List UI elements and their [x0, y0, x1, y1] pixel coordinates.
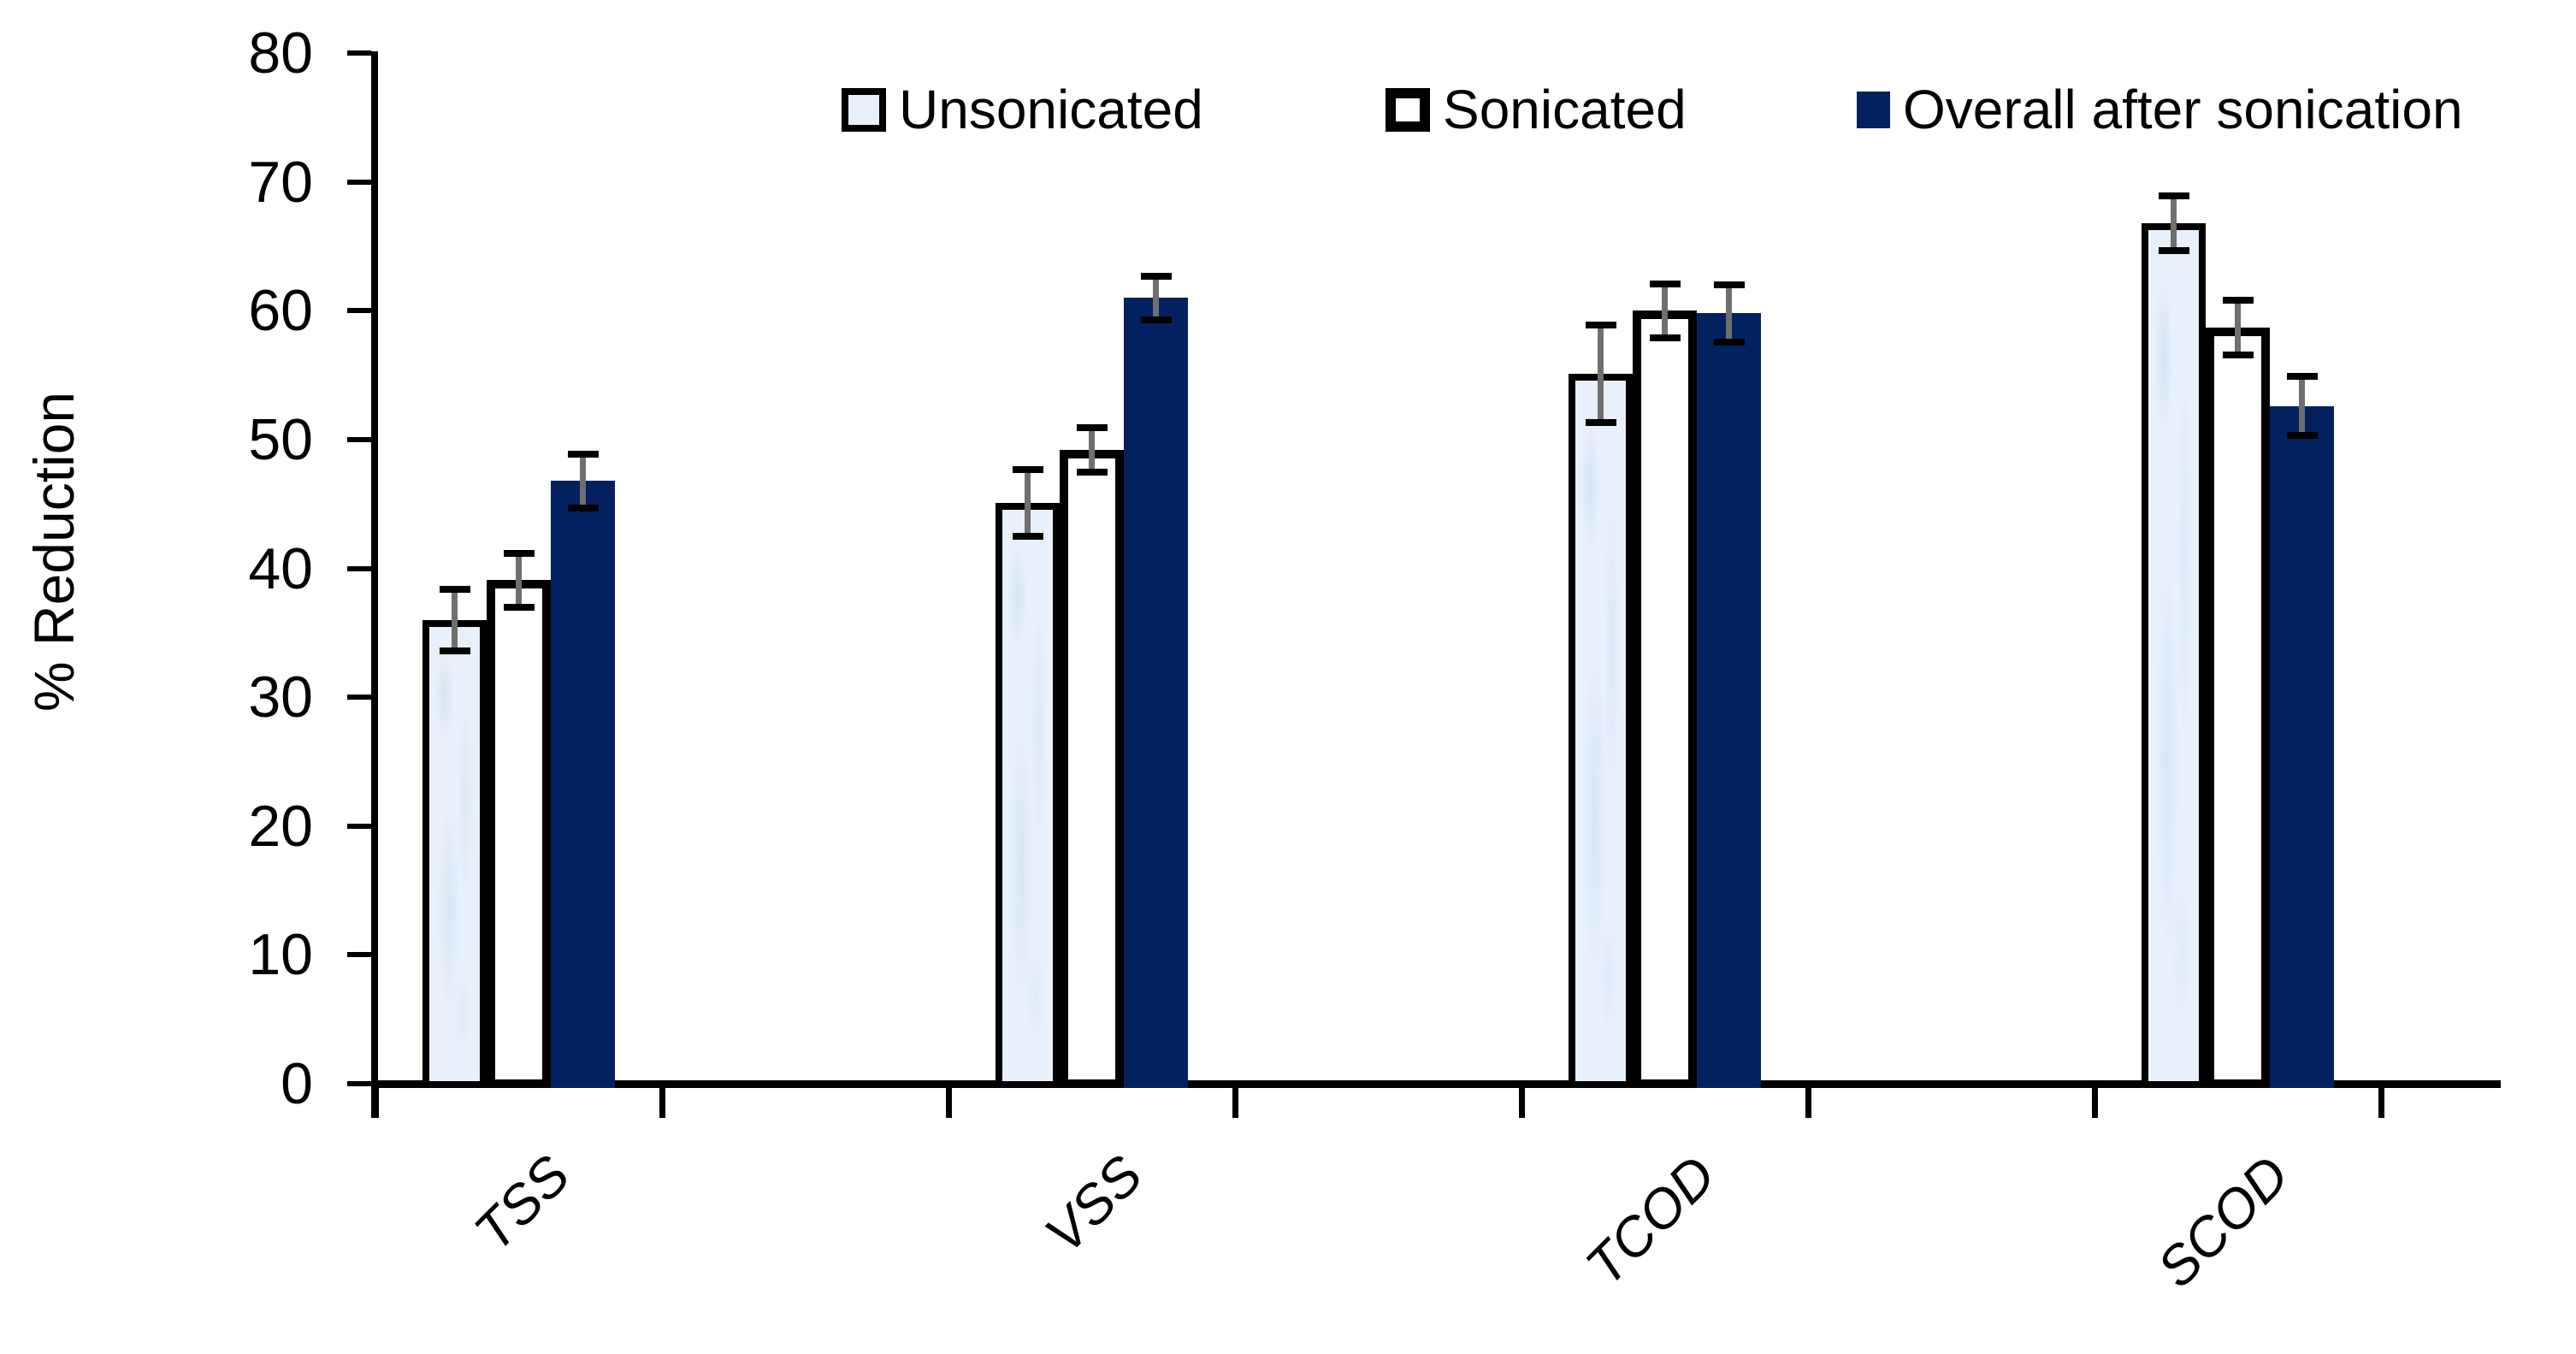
error-bar-stem	[1025, 469, 1031, 536]
x-tick	[1518, 1084, 1525, 1118]
error-bar-stem	[2235, 300, 2241, 355]
y-tick-label: 0	[281, 1051, 313, 1116]
bar-tss-sonicated	[487, 580, 551, 1088]
legend-item-overall-after-sonication: Overall after sonication	[1857, 82, 2463, 137]
error-bar-cap-top	[567, 450, 599, 458]
legend-swatch-unsonicated	[842, 87, 886, 132]
x-tick	[372, 1084, 379, 1118]
error-bar-cap-bottom	[2286, 432, 2318, 440]
y-tick-label: 60	[248, 278, 313, 344]
x-category-label-scod: SCOD	[2144, 1144, 2301, 1299]
x-tick	[1232, 1084, 1238, 1118]
x-tick	[1805, 1084, 1811, 1118]
error-bar-stem	[1598, 324, 1604, 423]
legend-swatch-overall-after-sonication	[1857, 91, 1890, 128]
bar-vss-sonicated	[1060, 450, 1124, 1088]
error-bar-cap-top	[439, 585, 470, 593]
legend-swatch-sonicated	[1385, 87, 1430, 132]
error-bar-stem	[1089, 428, 1095, 472]
x-category-label-tcod: TCOD	[1574, 1144, 1728, 1298]
y-tick-label: 50	[248, 407, 313, 472]
error-bar-cap-bottom	[567, 504, 599, 511]
x-tick	[945, 1084, 952, 1118]
error-bar-cap-top	[1076, 424, 1108, 432]
bar-scod-sonicated	[2206, 327, 2270, 1088]
y-tick	[347, 1081, 371, 1086]
error-bar-stem	[580, 453, 586, 508]
error-bar-cap-top	[2286, 373, 2318, 381]
error-bar-cap-bottom	[503, 603, 535, 611]
y-tick-label: 20	[248, 793, 313, 859]
error-bar-cap-top	[2222, 297, 2254, 305]
error-bar-stem	[516, 553, 522, 607]
x-category-label-vss: VSS	[1033, 1144, 1155, 1265]
error-bar-stem	[452, 588, 458, 651]
y-tick	[347, 695, 371, 701]
y-tick-label: 70	[248, 149, 313, 215]
error-bar-cap-bottom	[1649, 334, 1681, 342]
x-category-label-tss: TSS	[462, 1144, 582, 1263]
legend-label-unsonicated: Unsonicated	[899, 79, 1203, 140]
error-bar-stem	[1662, 283, 1668, 339]
x-tick	[659, 1084, 665, 1118]
bar-tss-unsonicated	[422, 619, 487, 1088]
error-bar-stem	[2171, 196, 2177, 251]
bar-tcod-sonicated	[1633, 310, 1697, 1088]
bar-vss-overall-after-sonication	[1124, 298, 1188, 1088]
y-tick-label: 40	[248, 535, 313, 601]
y-tick	[347, 565, 371, 571]
bar-tcod-overall-after-sonication	[1697, 313, 1761, 1088]
error-bar-cap-bottom	[439, 647, 470, 654]
y-tick-label: 10	[248, 922, 313, 988]
legend-item-sonicated: Sonicated	[1385, 82, 1687, 137]
y-tick	[347, 952, 371, 958]
y-tick-label: 80	[248, 21, 313, 86]
error-bar-cap-top	[1140, 272, 1172, 280]
y-axis-title: % Reduction	[22, 391, 86, 712]
y-axis-line	[371, 51, 378, 1118]
x-axis-line	[371, 1080, 2501, 1088]
error-bar-stem	[1153, 275, 1159, 320]
bar-vss-unsonicated	[996, 502, 1060, 1088]
y-tick	[347, 50, 371, 56]
x-tick	[2091, 1084, 2098, 1118]
error-bar-cap-top	[503, 549, 535, 557]
legend-label-overall-after-sonication: Overall after sonication	[1903, 79, 2463, 140]
bar-tss-overall-after-sonication	[551, 481, 615, 1088]
error-bar-cap-top	[1585, 321, 1616, 328]
error-bar-cap-bottom	[1585, 419, 1616, 427]
error-bar-cap-top	[1012, 465, 1043, 473]
y-tick	[347, 823, 371, 829]
error-bar-cap-top	[1713, 281, 1745, 289]
bar-tcod-unsonicated	[1569, 374, 1633, 1088]
error-bar-cap-top	[2158, 192, 2189, 200]
error-bar-cap-top	[1649, 280, 1681, 287]
y-tick-label: 30	[248, 665, 313, 730]
legend-label-sonicated: Sonicated	[1443, 79, 1687, 140]
error-bar-stem	[1726, 285, 1732, 342]
error-bar-cap-bottom	[1140, 316, 1172, 323]
bar-scod-overall-after-sonication	[2270, 405, 2334, 1088]
error-bar-cap-bottom	[2158, 246, 2189, 254]
error-bar-cap-bottom	[1012, 532, 1043, 540]
error-bar-cap-bottom	[2222, 351, 2254, 358]
y-tick	[347, 179, 371, 185]
legend-item-unsonicated: Unsonicated	[842, 82, 1203, 137]
y-tick	[347, 437, 371, 442]
error-bar-cap-bottom	[1713, 338, 1745, 346]
error-bar-stem	[2299, 376, 2305, 436]
bar-scod-unsonicated	[2142, 222, 2206, 1088]
error-bar-cap-bottom	[1076, 468, 1108, 476]
y-tick	[347, 308, 371, 314]
x-tick	[2378, 1084, 2384, 1118]
